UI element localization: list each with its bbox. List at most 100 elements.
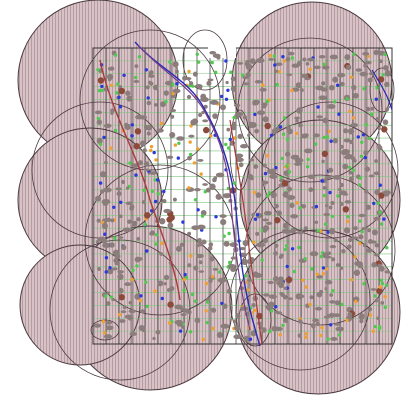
sample-dot-brown [285, 276, 293, 284]
sample-dot-gray [330, 200, 335, 206]
sample-dot-gray [163, 90, 170, 96]
sample-dot-gray [180, 313, 187, 317]
sample-dot-orange [383, 295, 387, 299]
sample-dot-gray [242, 82, 249, 86]
sample-dot-blue [104, 256, 109, 260]
sample-dot-orange [101, 319, 106, 324]
sample-dot-gray [345, 64, 352, 71]
sample-dot-orange [252, 240, 256, 244]
sample-dot-gray [125, 186, 130, 190]
sample-dot-green [191, 84, 195, 88]
sample-dot-green [229, 70, 233, 74]
sample-dot-gray [207, 78, 214, 82]
sample-dot-gray [358, 314, 365, 321]
sample-dot-gray [187, 231, 192, 236]
sample-dot-orange [304, 285, 308, 289]
sample-dot-gray [256, 242, 266, 248]
sample-dot-green [241, 73, 245, 78]
outline-ellipse [369, 67, 395, 113]
sample-dot-gray [296, 294, 305, 299]
sample-dot-gray [189, 81, 194, 86]
sample-dot-gray [333, 238, 338, 243]
sample-dot-green [272, 54, 277, 58]
sample-dot-gray [220, 219, 227, 226]
sample-dot-gray [364, 166, 370, 172]
sample-dot-gray [219, 214, 227, 218]
sample-dot-green [205, 320, 209, 325]
sample-dot-gray [348, 170, 353, 175]
sample-dot-blue [112, 205, 116, 209]
sample-dot-green [337, 333, 342, 337]
sample-dot-blue [152, 150, 156, 155]
sample-dot-gray [265, 221, 273, 226]
sample-dot-orange [160, 241, 164, 246]
sample-dot-green [370, 112, 374, 117]
sample-dot-gray [181, 325, 185, 329]
sample-dot-blue [281, 55, 285, 59]
path-red [99, 59, 181, 301]
sample-dot-blue [336, 83, 340, 88]
sample-dot-gray [377, 126, 381, 131]
sample-dot-brown [203, 126, 210, 134]
sample-dot-gray [155, 329, 161, 335]
sample-dot-gray [148, 74, 155, 78]
sample-dot-gray [382, 119, 389, 125]
sample-dot-brown [377, 76, 385, 83]
sample-dot-green [310, 267, 314, 271]
sample-dot-blue [374, 97, 378, 101]
sample-dot-gray [117, 287, 124, 294]
sample-dot-gray [190, 119, 197, 126]
sample-dot-gray [274, 243, 279, 248]
sample-dot-green [177, 141, 181, 145]
sample-dot-gray [126, 95, 133, 102]
sample-dot-blue [146, 96, 150, 100]
sample-dot-gray [228, 264, 236, 269]
sample-dot-gray [384, 270, 391, 274]
sample-dot-gray [141, 200, 146, 204]
sample-dot-gray [247, 133, 251, 137]
sample-dot-gray [202, 183, 208, 186]
sample-dot-gray [253, 164, 259, 170]
sample-dot-green [357, 183, 362, 187]
sample-dot-green [384, 283, 389, 288]
sample-dot-blue [363, 155, 368, 160]
sample-dot-gray [351, 236, 359, 240]
sample-dot-gray [242, 239, 249, 247]
sample-dot-gray [323, 212, 330, 217]
sample-dot-gray [102, 242, 111, 248]
sample-dot-blue [130, 123, 134, 127]
sample-dot-gray [212, 113, 218, 119]
sample-dot-gray [338, 187, 342, 192]
sample-dot-gray [93, 323, 102, 328]
sample-dot-gray [382, 190, 391, 195]
sample-dot-gray [248, 121, 255, 129]
sample-dot-gray [209, 51, 217, 55]
sample-dot-gray [307, 174, 316, 180]
sample-dot-gray [103, 187, 112, 193]
sample-dot-orange [348, 109, 352, 114]
sample-dot-gray [316, 291, 323, 298]
sample-dot-green [103, 294, 108, 298]
sample-dot-orange [153, 289, 157, 293]
sample-dot-gray [197, 112, 203, 118]
sample-dot-green [150, 189, 154, 194]
sample-dot-orange [204, 281, 209, 286]
sample-dot-gray [252, 271, 259, 278]
sample-dot-green [360, 230, 364, 234]
sample-dot-green [190, 292, 195, 297]
sample-dot-blue [314, 204, 319, 209]
sample-dot-gray [375, 116, 380, 121]
sample-dot-gray [122, 305, 127, 310]
sample-dot-gray [318, 95, 327, 101]
sample-dot-gray [321, 81, 326, 86]
sample-dot-green [333, 100, 337, 104]
sample-dot-green [373, 324, 377, 329]
sample-dot-gray [373, 253, 380, 257]
sample-dot-gray [339, 201, 344, 207]
sample-dot-gray [157, 280, 164, 287]
sample-dot-gray [101, 222, 108, 229]
sample-dot-orange [187, 186, 191, 190]
sample-dot-blue [255, 213, 260, 217]
sample-dot-gray [328, 84, 335, 91]
sample-dot-gray [106, 291, 110, 295]
